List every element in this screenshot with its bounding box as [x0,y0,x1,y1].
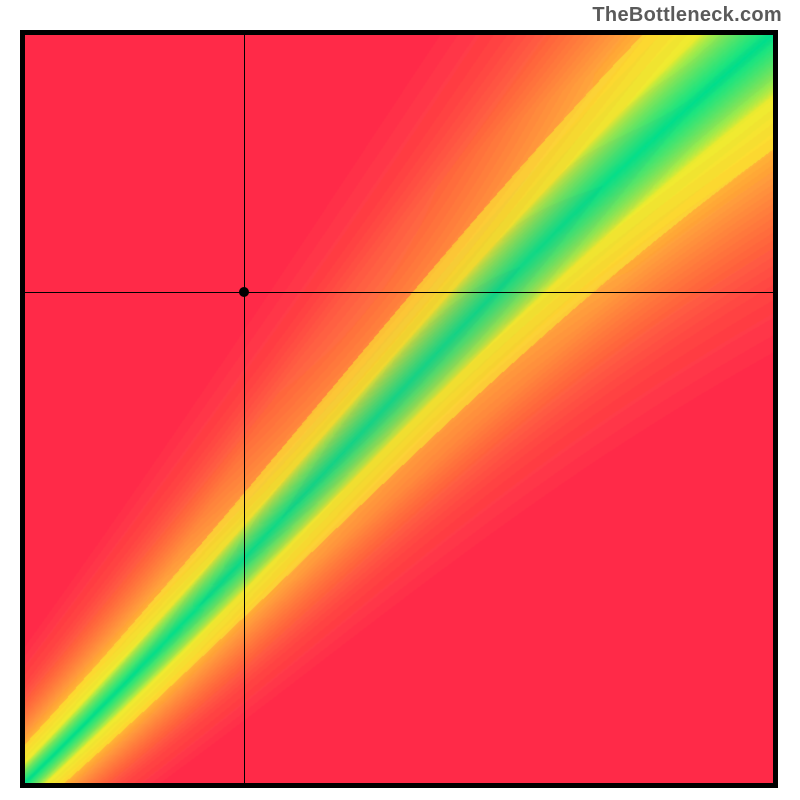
plot-area [20,30,778,788]
crosshair-marker [239,287,249,297]
crosshair-vertical [244,30,245,788]
crosshair-horizontal [20,292,778,293]
watermark-text: TheBottleneck.com [592,4,782,27]
chart-container: TheBottleneck.com [0,0,800,800]
heatmap-canvas [20,30,778,788]
